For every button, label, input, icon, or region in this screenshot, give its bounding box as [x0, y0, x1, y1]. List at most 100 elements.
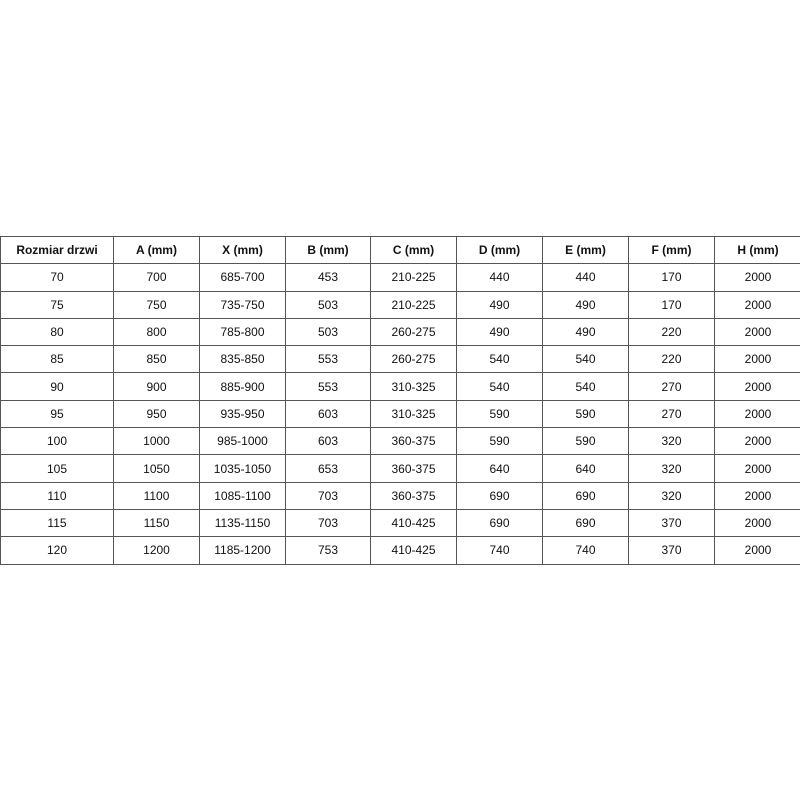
table-cell: 950 — [113, 399, 200, 429]
table-cell: 540 — [542, 345, 629, 374]
table-cell: 850 — [113, 345, 200, 374]
table-cell: 260-275 — [370, 345, 457, 374]
column-header: A (mm) — [113, 235, 200, 265]
table-cell: 310-325 — [370, 399, 457, 429]
table-cell: 2000 — [714, 317, 800, 347]
table-cell: 320 — [628, 427, 715, 456]
table-cell: 885-900 — [199, 372, 286, 401]
table-cell: 2000 — [714, 399, 800, 429]
column-header: D (mm) — [456, 235, 543, 265]
table-cell: 735-750 — [199, 290, 286, 319]
table-cell: 2000 — [714, 481, 800, 510]
table-cell: 170 — [628, 290, 715, 319]
table-cell: 220 — [628, 345, 715, 374]
table-cell: 800 — [113, 317, 200, 347]
table-cell: 320 — [628, 481, 715, 510]
table-cell: 603 — [285, 427, 371, 456]
table-cell: 590 — [542, 427, 629, 456]
table-cell: 2000 — [714, 427, 800, 456]
table-cell: 690 — [456, 481, 543, 510]
table-row: 120 1200 1185-1200 753 410-425 740 740 370 2000 — [0, 536, 800, 565]
table-row: 85 850 835-850 553 260-275 540 540 220 2000 — [0, 345, 800, 374]
table-cell: 80 — [0, 317, 114, 347]
table-cell: 835-850 — [199, 345, 286, 374]
table-cell: 1150 — [113, 508, 200, 538]
table-cell: 1185-1200 — [199, 536, 286, 565]
table-cell: 753 — [285, 536, 371, 565]
table-cell: 370 — [628, 508, 715, 538]
table-cell: 490 — [456, 290, 543, 319]
column-header: C (mm) — [370, 235, 457, 265]
table-cell: 360-375 — [370, 454, 457, 483]
table-cell: 270 — [628, 399, 715, 429]
table-cell: 2000 — [714, 454, 800, 483]
table-cell: 740 — [542, 536, 629, 565]
column-header: H (mm) — [714, 235, 800, 265]
table-cell: 900 — [113, 372, 200, 401]
table-cell: 640 — [542, 454, 629, 483]
table-cell: 1035-1050 — [199, 454, 286, 483]
table-cell: 2000 — [714, 263, 800, 292]
table-row: 95 950 935-950 603 310-325 590 590 270 2000 — [0, 399, 800, 429]
table-cell: 540 — [456, 372, 543, 401]
column-header: B (mm) — [285, 235, 371, 265]
table-cell: 170 — [628, 263, 715, 292]
table-cell: 210-225 — [370, 290, 457, 319]
table-cell: 70 — [0, 263, 114, 292]
table-cell: 603 — [285, 399, 371, 429]
header-row: Rozmiar drzwi A (mm) X (mm) B (mm) C (mm) D (… — [0, 235, 800, 265]
table-cell: 320 — [628, 454, 715, 483]
table-cell: 490 — [542, 290, 629, 319]
table-cell: 110 — [0, 481, 114, 510]
table-cell: 590 — [456, 399, 543, 429]
table-cell: 685-700 — [199, 263, 286, 292]
table-cell: 100 — [0, 427, 114, 456]
table-cell: 270 — [628, 372, 715, 401]
table-cell: 120 — [0, 536, 114, 565]
column-header: F (mm) — [628, 235, 715, 265]
table-cell: 590 — [456, 427, 543, 456]
table-cell: 785-800 — [199, 317, 286, 347]
table-cell: 453 — [285, 263, 371, 292]
table-cell: 540 — [456, 345, 543, 374]
table-cell: 410-425 — [370, 536, 457, 565]
table-cell: 210-225 — [370, 263, 457, 292]
table-cell: 2000 — [714, 372, 800, 401]
table-cell: 220 — [628, 317, 715, 347]
table-cell: 85 — [0, 345, 114, 374]
table-row: 115 1150 1135-1150 703 410-425 690 690 370 2000 — [0, 508, 800, 538]
table-cell: 703 — [285, 508, 371, 538]
table-cell: 410-425 — [370, 508, 457, 538]
table-row: 80 800 785-800 503 260-275 490 490 220 2000 — [0, 317, 800, 347]
table-cell: 310-325 — [370, 372, 457, 401]
table-cell: 553 — [285, 345, 371, 374]
table-row: 70 700 685-700 453 210-225 440 440 170 2000 — [0, 263, 800, 292]
table-cell: 2000 — [714, 345, 800, 374]
table-cell: 490 — [456, 317, 543, 347]
table-row: 100 1000 985-1000 603 360-375 590 590 320 2000 — [0, 427, 800, 456]
table-cell: 1085-1100 — [199, 481, 286, 510]
table-cell: 1100 — [113, 481, 200, 510]
column-header: Rozmiar drzwi — [0, 235, 114, 265]
column-header: E (mm) — [542, 235, 629, 265]
table-cell: 503 — [285, 317, 371, 347]
table-cell: 1200 — [113, 536, 200, 565]
table-cell: 700 — [113, 263, 200, 292]
table-cell: 503 — [285, 290, 371, 319]
table-cell: 1050 — [113, 454, 200, 483]
table-cell: 653 — [285, 454, 371, 483]
table-cell: 2000 — [714, 536, 800, 565]
table-cell: 370 — [628, 536, 715, 565]
table-cell: 105 — [0, 454, 114, 483]
table-row: 110 1100 1085-1100 703 360-375 690 690 320 2000 — [0, 481, 800, 510]
table-cell: 2000 — [714, 508, 800, 538]
table-cell: 360-375 — [370, 481, 457, 510]
table-cell: 640 — [456, 454, 543, 483]
table-cell: 1000 — [113, 427, 200, 456]
table-cell: 1135-1150 — [199, 508, 286, 538]
table-cell: 75 — [0, 290, 114, 319]
table-cell: 260-275 — [370, 317, 457, 347]
table-row: 75 750 735-750 503 210-225 490 490 170 2000 — [0, 290, 800, 319]
dimensions-table: Rozmiar drzwi A (mm) X (mm) B (mm) C (mm) D (… — [0, 235, 800, 565]
table-cell: 750 — [113, 290, 200, 319]
